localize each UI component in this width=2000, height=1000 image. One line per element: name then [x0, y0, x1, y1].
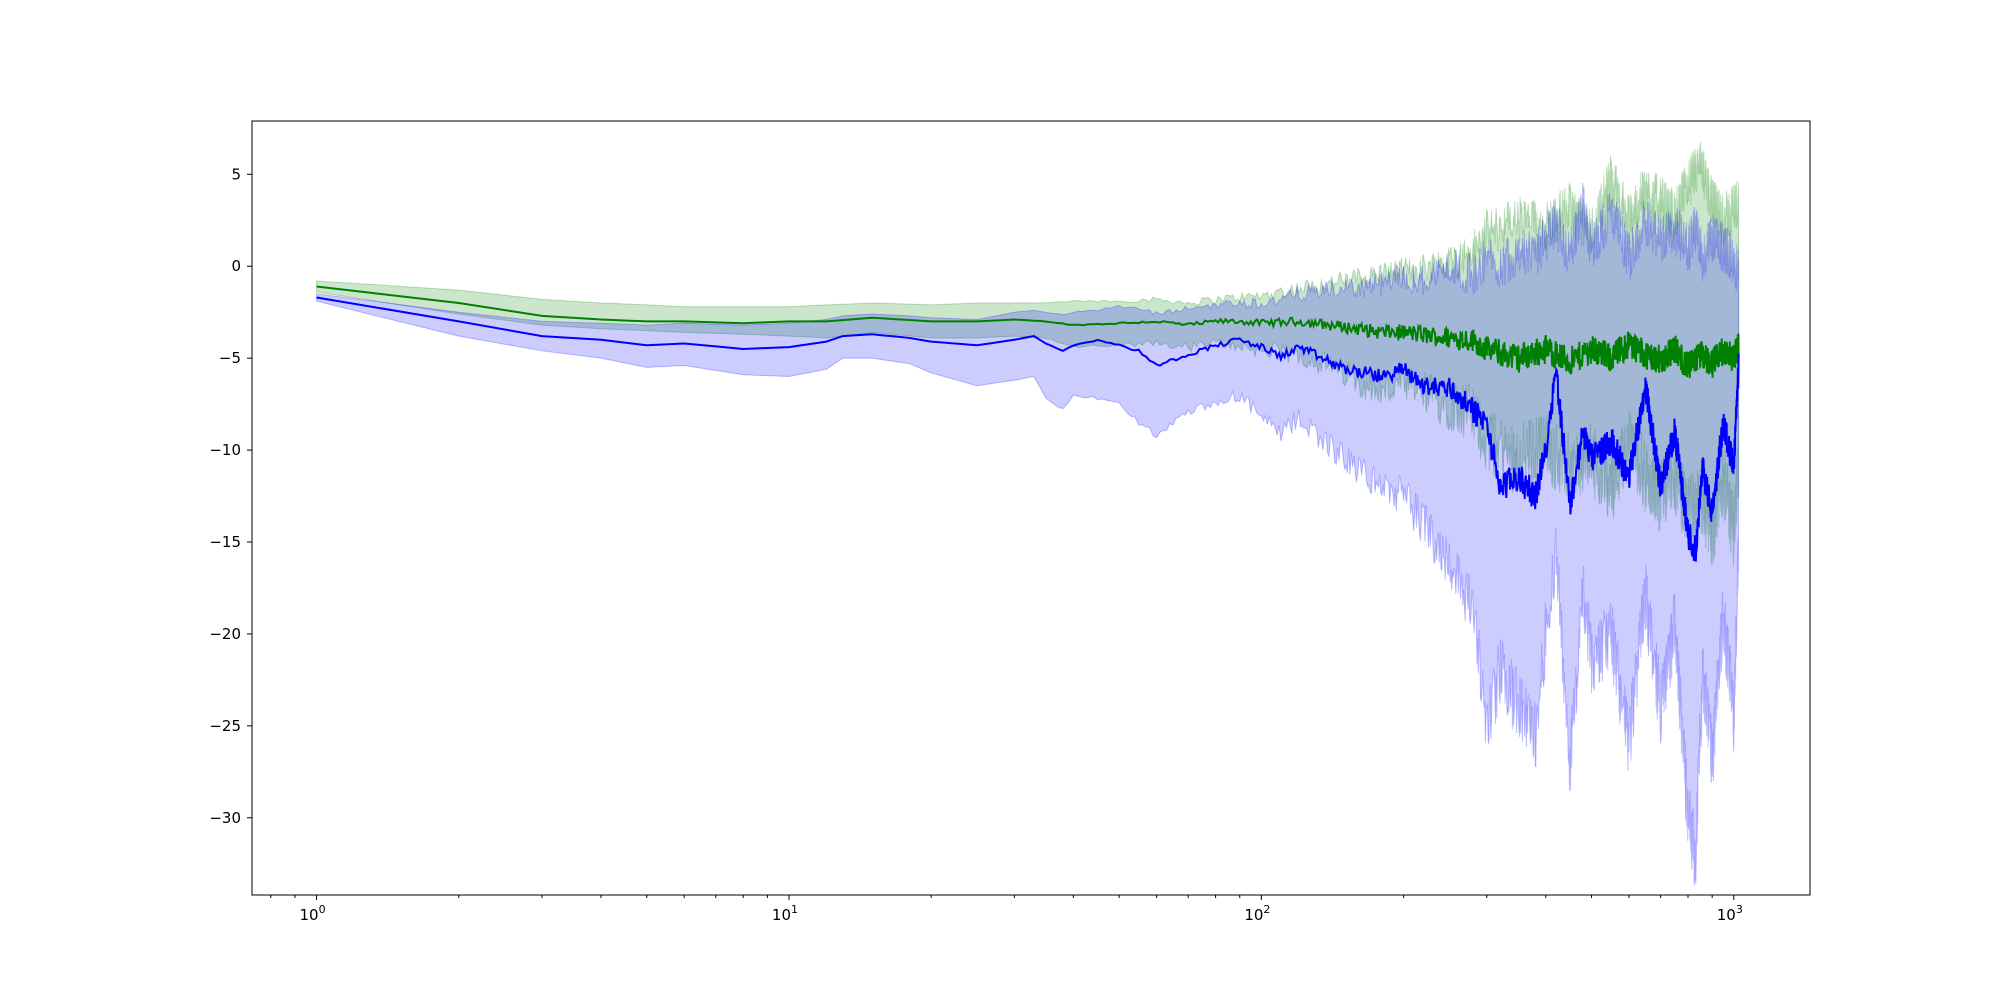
x-tick-label-base: 10: [1244, 906, 1263, 924]
y-tick-label: −15: [209, 533, 241, 551]
x-tick-label-exponent: 2: [1263, 903, 1270, 916]
plot-series-group: [316, 141, 1740, 886]
x-tick-label: 101: [772, 903, 798, 924]
plot-area: [316, 141, 1740, 886]
y-tick-label: 0: [231, 257, 241, 275]
y-tick-label: 5: [231, 165, 241, 183]
x-tick-label-base: 10: [300, 906, 319, 924]
x-tick-label: 100: [300, 903, 326, 924]
y-tick-label: −5: [219, 349, 241, 367]
series-1-confidence-band: [316, 182, 1740, 886]
x-tick-label-base: 10: [772, 906, 791, 924]
series-1-line: [316, 296, 1740, 562]
y-tick-label: −25: [209, 717, 241, 735]
y-tick-label: −20: [209, 625, 241, 643]
x-tick-label: 102: [1244, 903, 1270, 924]
x-tick-label-base: 10: [1717, 906, 1736, 924]
x-tick-label-exponent: 3: [1736, 903, 1743, 916]
x-tick-label: 103: [1717, 903, 1743, 924]
y-tick-label: −10: [209, 441, 241, 459]
axes-frame: [251, 120, 1811, 896]
x-tick-label-exponent: 0: [319, 903, 326, 916]
x-tick-label-exponent: 1: [791, 903, 798, 916]
y-tick-label: −30: [209, 809, 241, 827]
series-0-line: [316, 285, 1740, 379]
